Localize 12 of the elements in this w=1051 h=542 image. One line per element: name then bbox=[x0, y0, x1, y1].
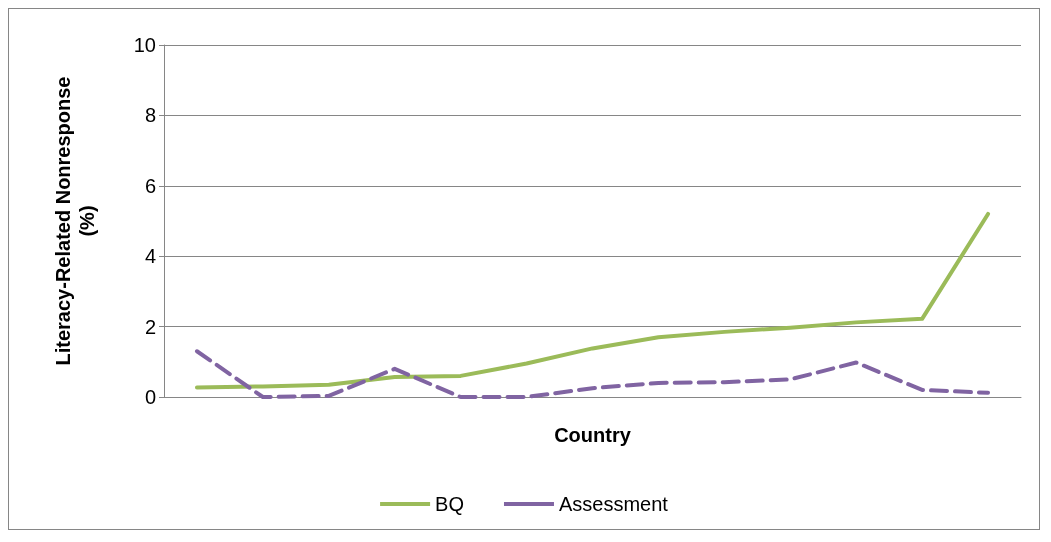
y-tick-label: 4 bbox=[144, 245, 156, 268]
line-series bbox=[194, 349, 991, 399]
line-series bbox=[194, 211, 991, 390]
x-axis-title: Country bbox=[554, 424, 632, 446]
y-axis-title: Literacy-Related Nonresponse (%) bbox=[52, 76, 98, 366]
legend-label: BQ bbox=[435, 493, 464, 515]
y-tick-label: 8 bbox=[144, 104, 156, 127]
y-tick-label: 10 bbox=[133, 34, 156, 56]
legend-label: Assessment bbox=[558, 493, 669, 515]
y-tick-label: 0 bbox=[144, 386, 156, 408]
y-tick-label: 2 bbox=[144, 315, 156, 338]
y-tick-label: 6 bbox=[144, 174, 156, 197]
